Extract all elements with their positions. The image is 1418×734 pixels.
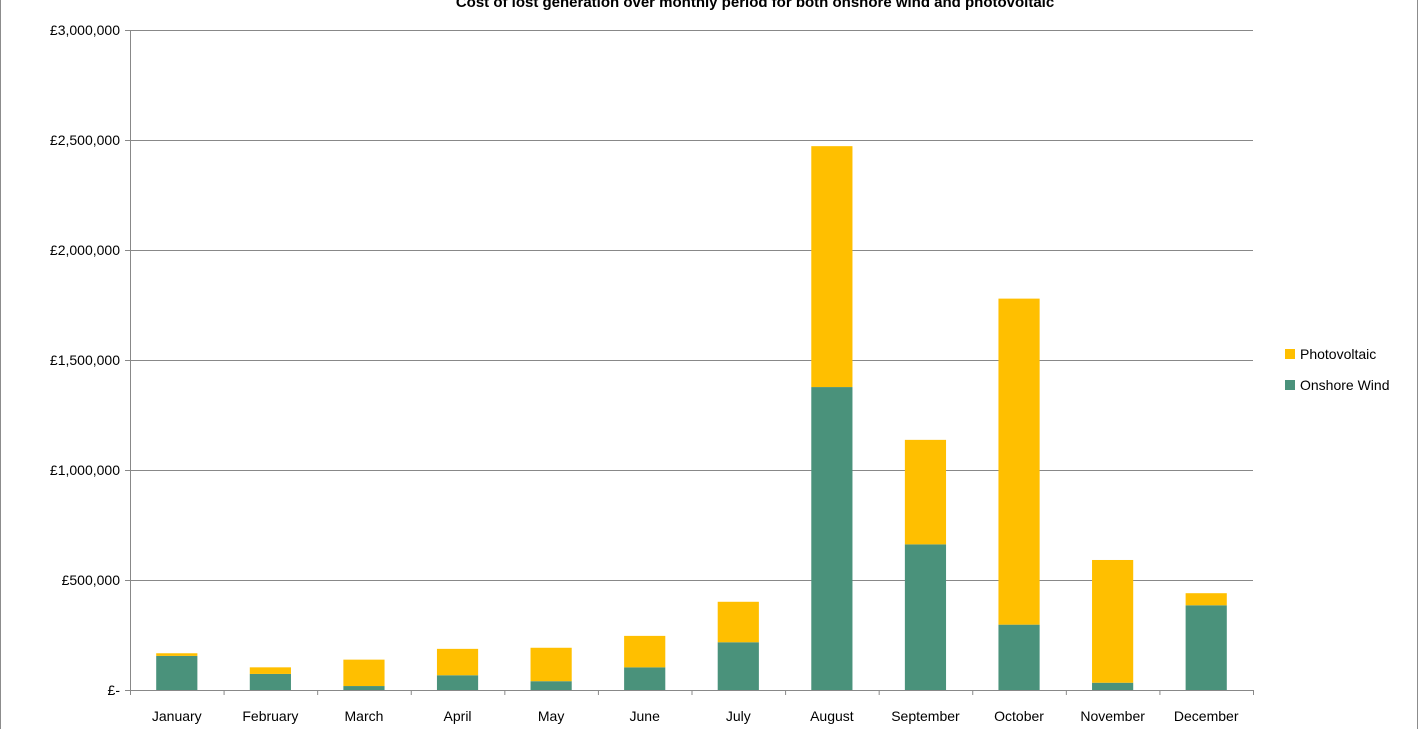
- legend: Photovoltaic Onshore Wind: [1285, 346, 1389, 393]
- y-tick-label: £3,000,000: [50, 22, 120, 38]
- bar-segment: [904, 439, 947, 545]
- bar-segment: [1185, 593, 1227, 606]
- x-tick-label: October: [994, 708, 1044, 724]
- bar-segment: [998, 624, 1040, 690]
- bar-segment: [1092, 682, 1134, 690]
- bar-segment: [624, 635, 666, 668]
- bar-segment: [904, 544, 947, 690]
- bar-segment: [436, 648, 479, 676]
- x-tick-label: December: [1174, 708, 1239, 724]
- bar-segment: [530, 647, 572, 682]
- legend-swatch: [1285, 349, 1295, 359]
- legend-label: Onshore Wind: [1300, 377, 1389, 393]
- x-tick-label: January: [152, 708, 202, 724]
- y-tick-label: £-: [108, 682, 121, 698]
- x-tick-label: September: [891, 708, 960, 724]
- bar-segment: [811, 146, 853, 388]
- chart-title: Cost of lost generation over monthly per…: [456, 0, 1054, 11]
- bar-segment: [717, 642, 759, 690]
- y-tick-label: £1,500,000: [50, 352, 120, 368]
- x-tick-label: June: [630, 708, 661, 724]
- bar-segment: [811, 387, 853, 690]
- axes: £- £500,000 £1,000,000 £1,500,000 £2,000,000…: [50, 22, 1254, 724]
- x-tick-label: March: [345, 708, 384, 724]
- legend-swatch: [1285, 380, 1295, 390]
- x-tick-label: November: [1080, 708, 1145, 724]
- bar-segment: [1092, 559, 1134, 683]
- bar-segment: [249, 673, 291, 690]
- bar-segment: [343, 686, 385, 690]
- x-tick-label: April: [444, 708, 472, 724]
- bar-segment: [624, 667, 666, 690]
- y-tick-label: £2,000,000: [50, 242, 120, 258]
- y-tick-label: £1,000,000: [50, 462, 120, 478]
- x-tick-label: May: [538, 708, 564, 724]
- bars: [156, 146, 1227, 690]
- y-tick-label: £2,500,000: [50, 132, 120, 148]
- y-tick-label: £500,000: [62, 572, 121, 588]
- bar-segment: [343, 659, 385, 687]
- bar-segment: [156, 655, 198, 690]
- bar-segment: [249, 667, 291, 674]
- gridlines: [130, 30, 1253, 581]
- bar-segment: [436, 675, 479, 690]
- x-tick-label: February: [242, 708, 298, 724]
- bar-segment: [1185, 605, 1227, 690]
- legend-label: Photovoltaic: [1300, 346, 1376, 362]
- x-tick-label: August: [810, 708, 854, 724]
- bar-segment: [998, 298, 1040, 625]
- bar-segment: [717, 601, 759, 643]
- x-tick-label: July: [726, 708, 751, 724]
- bar-segment: [530, 681, 572, 690]
- bar-segment: [156, 653, 198, 656]
